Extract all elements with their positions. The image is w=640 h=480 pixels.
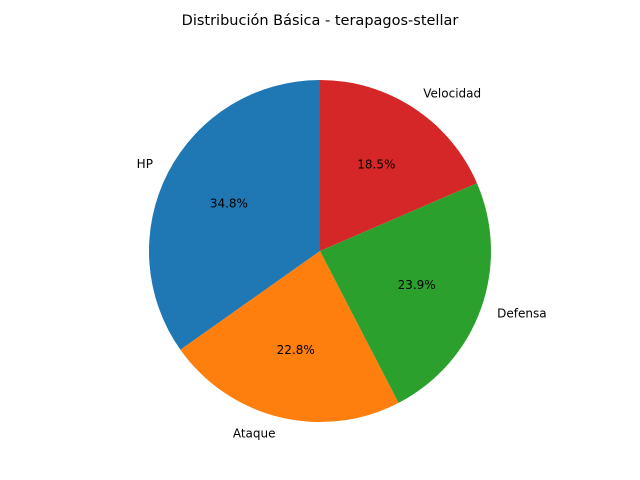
slice-label-ataque: Ataque (233, 426, 276, 440)
pct-label-hp: 34.8% (210, 196, 248, 210)
pct-label-velocidad: 18.5% (357, 158, 395, 172)
pct-label-ataque: 22.8% (277, 343, 315, 357)
slice-label-velocidad: Velocidad (423, 86, 481, 100)
chart-title: Distribución Básica - terapagos-stellar (181, 13, 459, 29)
slice-label-defensa: Defensa (497, 307, 546, 321)
pie-slice-hp (148, 80, 320, 350)
pie-slice-velocidad (320, 80, 477, 251)
pct-label-defensa: 23.9% (398, 278, 436, 292)
slice-label-hp: HP (137, 157, 153, 171)
pie-slice-defensa (320, 183, 491, 403)
pie-slice-ataque (180, 251, 399, 423)
